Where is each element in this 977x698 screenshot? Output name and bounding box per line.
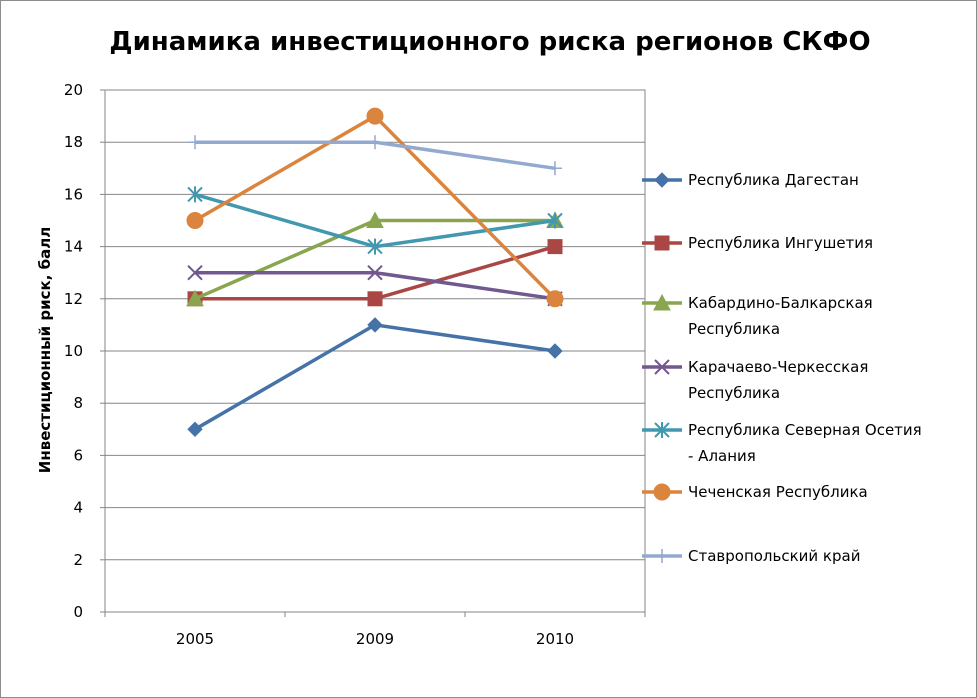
x-tick-label: 2010 [536,630,574,648]
data-point [367,291,383,307]
chart-title: Динамика инвестиционного риска регионов … [109,27,870,57]
legend-item: Чеченская Республика [642,483,868,501]
data-point [367,238,383,255]
legend-item: Республика Ингушетия [642,234,873,252]
legend-label: Республика Северная Осетия - Алания [688,421,922,465]
series-line [194,218,555,301]
data-point [367,317,383,333]
y-axis-title: Инвестиционный риск, балл [36,227,54,473]
y-tick-label: 6 [73,446,83,464]
data-point [547,239,563,255]
data-point [187,186,203,203]
legend-marker [654,359,670,375]
y-tick-label: 0 [73,603,83,621]
legend-item: Республика Дагестан [642,171,859,189]
legend-label: Ставропольский край [688,547,860,565]
legend-item: Республика Северная Осетия - Алания [642,421,922,465]
data-point [366,107,384,125]
y-tick-label: 8 [73,394,83,412]
data-point [546,290,564,308]
y-tick-label: 18 [64,133,83,151]
data-point [187,264,203,281]
data-point [186,289,204,307]
legend-label: Чеченская Республика [688,483,868,501]
data-point [548,161,562,176]
data-point [186,212,204,229]
data-point [368,135,382,150]
y-tick-label: 20 [64,81,83,99]
data-point [547,343,563,359]
legend-item: Кабардино-Балкарская Республика [642,293,873,338]
data-point [366,211,384,228]
legend-item: Карачаево-Черкесская Республика [642,358,868,402]
y-tick-label: 4 [73,499,83,517]
legend-label: Карачаево-Черкесская Республика [688,358,868,402]
legend-marker [653,483,671,501]
legend-item: Ставропольский край [642,547,860,565]
legend-marker [653,293,671,311]
y-tick-label: 16 [64,185,83,203]
legend-marker [654,235,670,251]
data-point [547,212,563,229]
y-tick-label: 10 [64,342,83,360]
data-point [188,135,202,150]
legend-marker [654,422,670,438]
legend-label: Кабардино-Балкарская Республика [688,294,873,338]
y-tick-label: 12 [64,290,83,308]
data-point [187,421,203,438]
legend-label: Республика Ингушетия [688,234,873,252]
series-line [194,323,556,431]
y-tick-label: 14 [64,238,83,256]
y-tick-label: 2 [73,551,83,569]
x-tick-label: 2005 [176,630,214,648]
legend-marker [654,172,670,188]
x-tick-label: 2009 [356,630,394,648]
legend-marker [655,549,669,563]
data-point [367,264,383,281]
legend-label: Республика Дагестан [688,171,859,189]
